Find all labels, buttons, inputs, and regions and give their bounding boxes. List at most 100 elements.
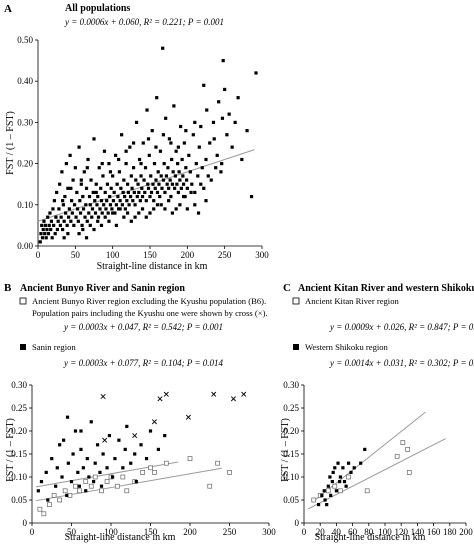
panel-a-point-filled [240, 157, 244, 162]
panel-a-point-filled [140, 207, 145, 211]
panel-b-point-filled [66, 461, 70, 465]
panel-a-point-filled [111, 199, 116, 203]
panel-a-point-filled [133, 215, 137, 219]
panel-a-point-filled [62, 219, 66, 223]
panel-c-legend-2: Western Shikoku region [305, 342, 389, 352]
panel-a-point-filled [103, 190, 107, 195]
panel-a-point-filled [74, 215, 78, 219]
panel-a-point-filled [148, 194, 152, 199]
panel-b-point-filled [105, 466, 109, 470]
panel-c-point-open [406, 470, 412, 475]
panel-a-point-filled [134, 120, 139, 124]
panel-a-point-filled [82, 170, 86, 174]
panel-a-point-filled [43, 232, 47, 236]
panel-a-point-filled [176, 145, 180, 149]
panel-a-point-filled [113, 211, 117, 215]
panel-b-point-open [73, 483, 78, 489]
panel-b-point-filled [77, 484, 81, 488]
panel-b-point-filled [107, 434, 112, 438]
panel-a-point-filled [84, 203, 88, 207]
panel-a-point-filled [98, 207, 102, 211]
panel-b-point-filled [79, 447, 83, 451]
panel-c-point-filled [359, 461, 363, 465]
panel-a-point-filled [60, 170, 64, 174]
panel-a-point-filled [202, 83, 206, 87]
panel-a-point-filled [81, 194, 85, 199]
panel-c-x-tick-label: 0 [302, 527, 307, 537]
panel-b-point-filled [98, 470, 102, 474]
panel-c-plot: 0 20 40 60 80 100 120 140 160 180 200 0 0.05 0.10 0.15… [283, 380, 473, 537]
panel-a-point-filled [196, 211, 201, 215]
panel-c-title: Ancient Kitan River and western Shikoku [298, 283, 474, 294]
panel-a-point-filled [67, 207, 71, 211]
panel-a-point-filled [39, 232, 43, 236]
panel-a-equation: y = 0.0006x + 0.060, R² = 0.221; P = 0.0… [64, 17, 224, 27]
panel-a-point-filled [236, 96, 240, 100]
panel-c-point-filled [338, 475, 343, 479]
panel-a-point-filled [182, 194, 186, 199]
panel-b-point-open [163, 460, 169, 466]
panel-c-letter: C [283, 282, 291, 294]
panel-b-y-tick-label: 0.20 [11, 426, 27, 436]
panel-b-point-open [152, 470, 157, 475]
panel-c-regression-line [311, 411, 426, 503]
panel-b-point-cross [157, 396, 163, 402]
panel-a-point-filled [107, 219, 111, 223]
panel-a-point-filled [225, 133, 229, 137]
panel-a-point-filled [86, 157, 90, 162]
panel-a-point-filled [154, 178, 158, 182]
panel-a-point-filled [90, 207, 95, 211]
panel-b-title: Ancient Bunyo River and Sanin region [20, 283, 185, 294]
panel-a-point-filled [171, 170, 175, 174]
panel-b-point-open [120, 474, 126, 480]
panel-b-equation-1: y = 0.0003x + 0.047, R² = 0.542; P = 0.0… [63, 322, 223, 332]
panel-a-point-filled [170, 157, 174, 162]
panel-b-point-open [83, 479, 89, 484]
panel-a-point-filled [161, 178, 166, 182]
panel-a-point-filled [189, 190, 193, 195]
panel-a-point-filled [75, 190, 79, 195]
panel-a-point-filled [78, 211, 83, 215]
panel-a-point-filled [217, 100, 221, 104]
panel-b-point-filled [148, 429, 153, 433]
panel-b-point-filled [101, 452, 105, 456]
panel-a-point-filled [199, 124, 203, 129]
panel-b-point-filled [117, 438, 121, 442]
panel-a-point-filled [43, 223, 48, 227]
panel-a-point-filled [49, 227, 53, 232]
panel-a-point-filled [93, 199, 97, 203]
panel-c-point-open [338, 488, 343, 494]
panel-a-point-filled [87, 194, 92, 199]
panel-b-point-filled [93, 461, 97, 465]
panel-a-point-filled [194, 162, 198, 166]
panel-a-plot: 0 50 100 150 200 250 300 0.00 0.10 0.20 0.30 0.40 0.… [17, 35, 269, 260]
panel-a-point-filled [170, 211, 174, 215]
panel-a-point-filled [160, 186, 164, 190]
panel-a-point-filled [141, 141, 145, 145]
panel-b-regression-line [35, 461, 179, 488]
panel-b-point-filled [71, 452, 75, 456]
panel-a-point-filled [49, 219, 54, 223]
panel-b-y-tick-label: 0.10 [11, 472, 27, 482]
panel-c-point-filled [352, 466, 356, 470]
panel-a-point-filled [117, 170, 121, 174]
panel-b-point-filled [76, 470, 80, 474]
panel-a-point-filled [150, 129, 154, 133]
panel-b-point-filled [87, 475, 91, 479]
panel-a-point-filled [122, 178, 126, 182]
panel-a-point-filled [88, 203, 92, 207]
legend-filled-square-c [293, 344, 299, 350]
panel-a-y-tick-label: 0.20 [17, 159, 33, 169]
panel-a-point-filled [90, 215, 94, 219]
panel-a-point-filled [65, 223, 69, 227]
panel-c-point-open [394, 453, 400, 459]
panel-b-point-filled [69, 480, 74, 484]
panel-b-y-tick-label: 0.30 [11, 380, 27, 390]
panel-c-point-filled [326, 484, 330, 488]
panel-a-point-filled [55, 227, 60, 232]
panel-a-point-filled [130, 186, 134, 190]
panel-a-point-filled [46, 215, 50, 219]
panel-a-point-filled [73, 166, 77, 170]
panel-b-point-filled [46, 498, 50, 502]
panel-a-point-filled [123, 207, 127, 211]
